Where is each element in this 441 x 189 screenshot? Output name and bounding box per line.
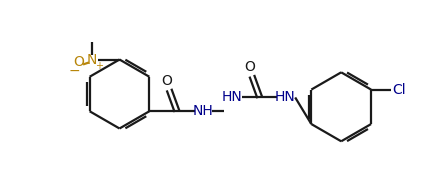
Text: +: + [95,61,103,71]
Text: O: O [74,56,85,70]
Text: HN: HN [275,91,296,105]
Text: O: O [162,74,172,88]
Text: N: N [87,53,97,67]
Text: −: − [68,63,80,77]
Text: HN: HN [222,91,243,105]
Text: NH: NH [192,104,213,118]
Text: O: O [244,60,255,74]
Text: Cl: Cl [392,83,405,97]
